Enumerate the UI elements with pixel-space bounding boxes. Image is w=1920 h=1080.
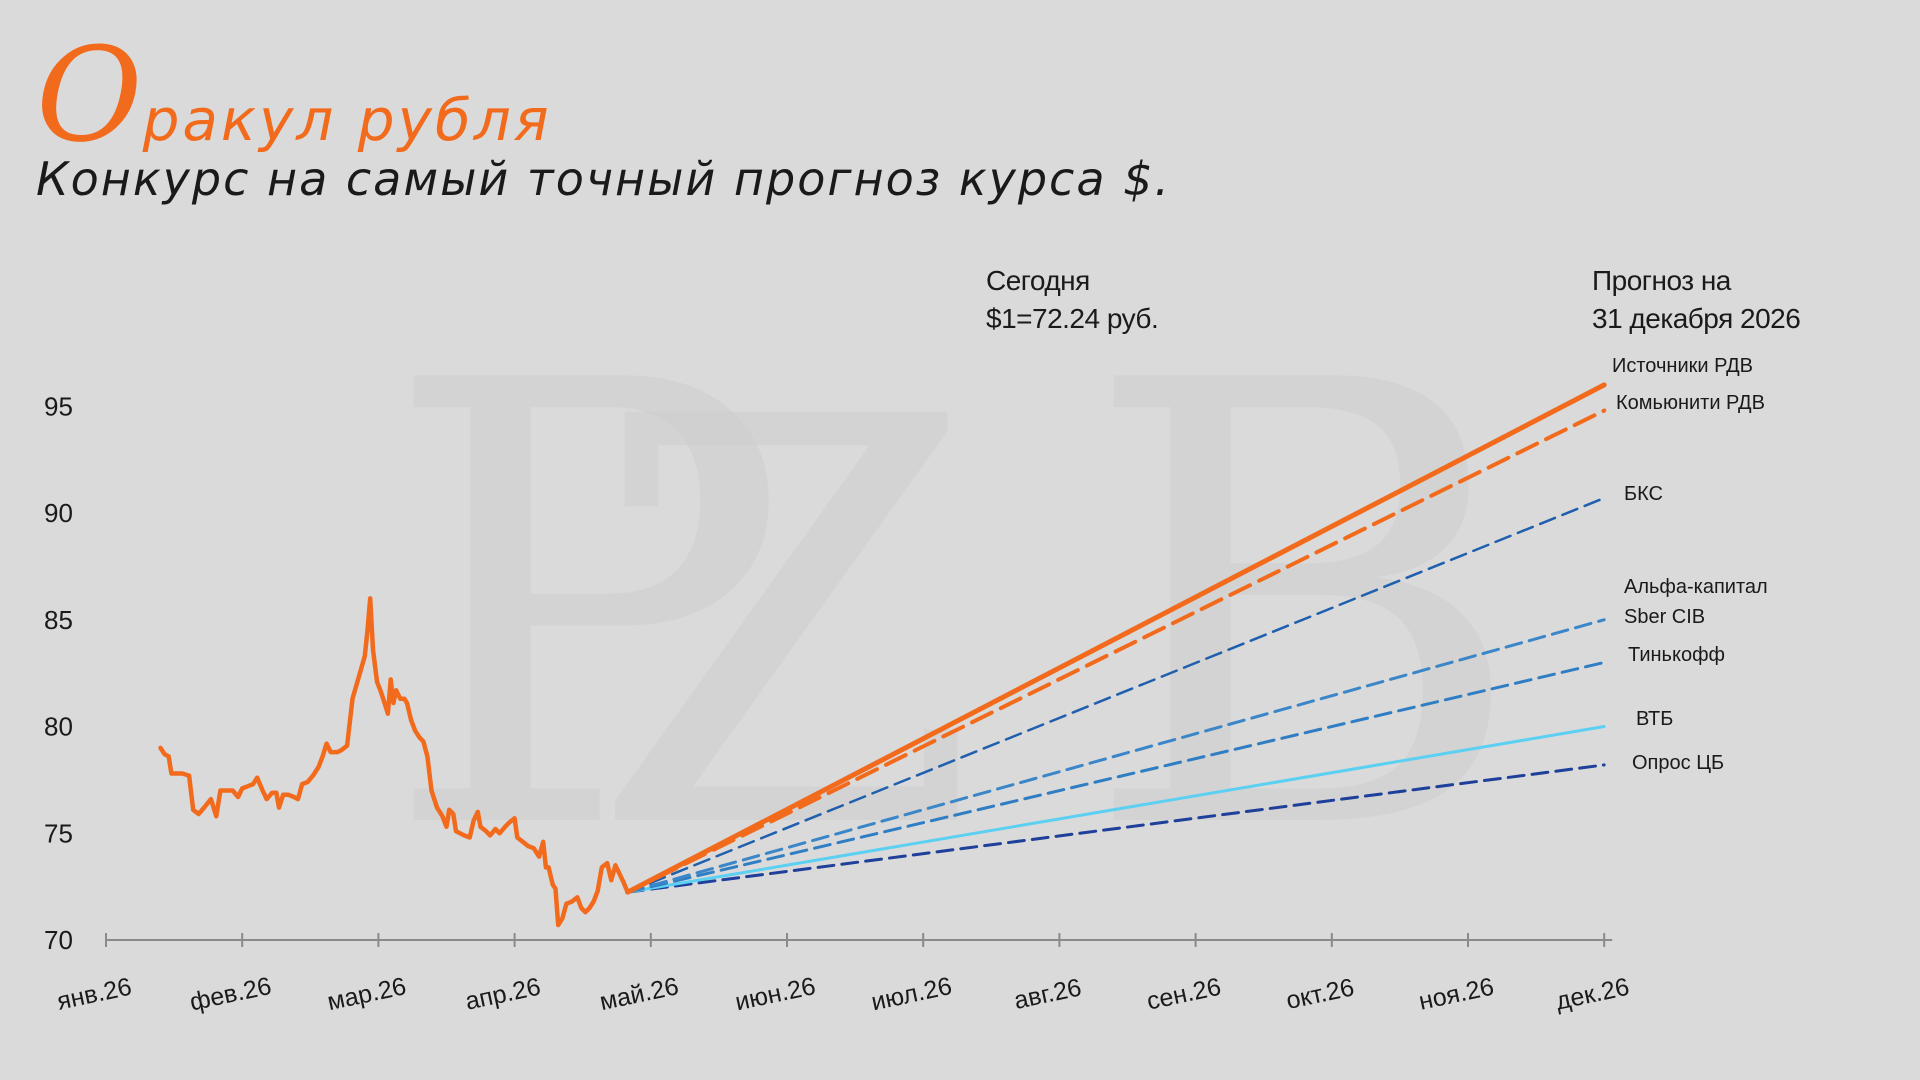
y-tick-label: 85 (44, 605, 73, 635)
forecast-label: Тинькофф (1628, 644, 1725, 666)
forecast-line (626, 618, 1606, 894)
history-line (158, 596, 630, 928)
y-tick-label: 95 (44, 391, 73, 421)
forecast-label: БКС (1624, 483, 1663, 505)
x-tick-label: июл.26 (869, 972, 955, 1016)
subtitle: Конкурс на самый точный прогноз курса $. (36, 152, 1172, 206)
forecast-label: Sber CIB (1624, 606, 1705, 628)
forecast-line (626, 763, 1606, 894)
forecast-labels: Источники РДВ Комьюнити РДВ БКС Альфа-капит… (1612, 355, 1768, 774)
forecast-line (626, 725, 1606, 894)
y-axis: 70 75 80 85 90 95 (44, 391, 73, 955)
x-tick-label: сен.26 (1144, 973, 1223, 1016)
x-tick-label: ноя.26 (1416, 973, 1496, 1016)
x-tick-label: мар.26 (325, 972, 409, 1016)
x-tick-label: авг.26 (1012, 973, 1084, 1015)
x-tick-label: фев.26 (187, 972, 274, 1017)
forecast-line (625, 382, 1607, 895)
forecast-label: ВТБ (1636, 708, 1673, 730)
x-tick-label: июн.26 (733, 972, 818, 1016)
rdv-watermark: PZ B (380, 254, 1528, 964)
forecast-label: Опрос ЦБ (1632, 752, 1724, 774)
forecast-label: Альфа-капитал (1624, 576, 1768, 598)
today-annotation: Сегодня $1=72.24 руб. (986, 262, 1159, 338)
y-tick-label: 90 (44, 498, 73, 528)
y-tick-label: 80 (44, 712, 73, 742)
forecast-line (626, 660, 1606, 894)
forecast-date: 31 декабря 2026 (1592, 303, 1801, 334)
x-tick-label: дек.26 (1553, 973, 1631, 1016)
title-initial: О (36, 19, 143, 171)
x-tick-label: апр.26 (463, 973, 543, 1016)
forecast-label: Прогноз на (1592, 265, 1731, 296)
y-tick-label: 75 (44, 818, 73, 848)
forecast-line (625, 408, 1607, 895)
forecast-label: Комьюнити РДВ (1616, 392, 1765, 414)
today-label: Сегодня (986, 265, 1090, 296)
x-tick-label: окт.26 (1284, 973, 1357, 1015)
x-tick-label: май.26 (597, 972, 681, 1016)
history-layer (158, 596, 630, 928)
forecast-line (626, 496, 1606, 894)
title-rest: ракул рубля (142, 86, 552, 154)
title: О ракул рубля (36, 30, 552, 160)
today-rate: $1=72.24 руб. (986, 303, 1159, 334)
forecast-label: Источники РДВ (1612, 355, 1753, 377)
x-tick-label: янв.26 (55, 973, 135, 1016)
y-tick-label: 70 (44, 925, 73, 955)
forecast-annotation: Прогноз на 31 декабря 2026 (1592, 262, 1801, 338)
forecast-lines (625, 382, 1607, 895)
watermark-glyph: B (1080, 254, 1528, 964)
